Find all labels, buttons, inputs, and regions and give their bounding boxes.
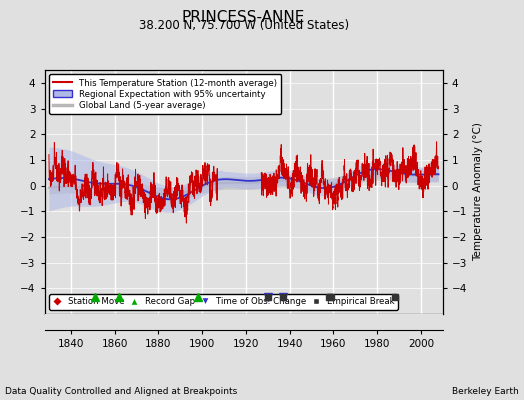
Legend: Station Move, Record Gap, Time of Obs. Change, Empirical Break: Station Move, Record Gap, Time of Obs. C… — [49, 294, 398, 310]
Text: PRINCESS-ANNE: PRINCESS-ANNE — [182, 10, 305, 25]
Y-axis label: Temperature Anomaly (°C): Temperature Anomaly (°C) — [473, 122, 483, 262]
Text: Data Quality Controlled and Aligned at Breakpoints: Data Quality Controlled and Aligned at B… — [5, 387, 237, 396]
Text: Berkeley Earth: Berkeley Earth — [452, 387, 519, 396]
Text: 38.200 N, 75.700 W (United States): 38.200 N, 75.700 W (United States) — [138, 19, 349, 32]
